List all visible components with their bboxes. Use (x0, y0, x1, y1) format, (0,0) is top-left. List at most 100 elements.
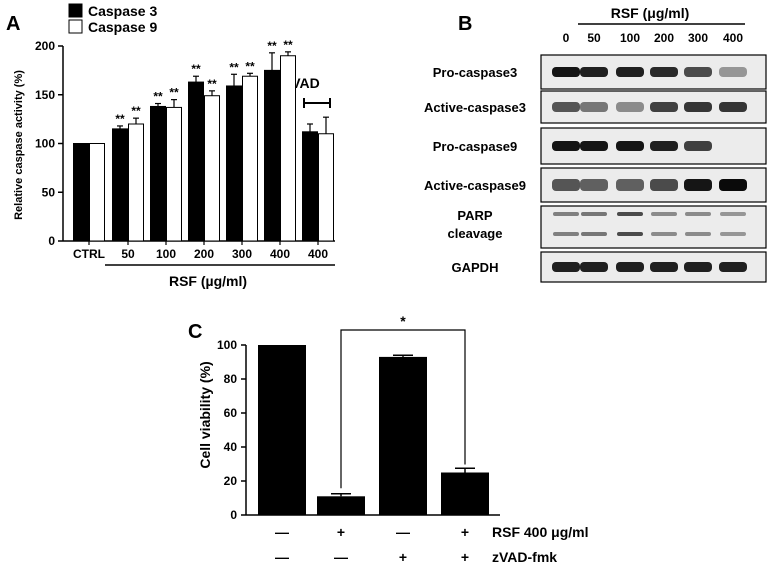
blot-band (616, 102, 644, 112)
blot-band (651, 232, 677, 236)
y-tick-label: 150 (35, 88, 55, 102)
panel-c-letter: C (188, 321, 202, 343)
bar (317, 496, 365, 515)
blot-band (719, 262, 747, 272)
y-tick-label: 0 (48, 234, 55, 248)
significance-mark: ** (153, 90, 163, 104)
bar (89, 143, 105, 242)
blot-lane-label: 0 (563, 31, 570, 45)
chart-a-ylabel: Relative caspase activity (%) (13, 70, 25, 220)
x-tick-label: 300 (232, 247, 252, 261)
blot-band (552, 262, 580, 272)
blot-band (719, 179, 747, 191)
y-tick-label: 60 (224, 406, 238, 420)
blot-lane-label: 300 (688, 31, 708, 45)
blot-band (719, 67, 747, 77)
significance-mark: * (400, 313, 406, 329)
y-tick-label: 100 (217, 338, 237, 352)
panel-b-letter: B (458, 13, 472, 35)
bar (379, 356, 427, 515)
y-tick-label: 50 (42, 185, 56, 199)
significance-mark: ** (191, 62, 201, 76)
y-tick-label: 200 (35, 39, 55, 53)
blot-row-label: PARP (457, 208, 492, 223)
blot-band (581, 212, 607, 216)
significance-mark: ** (207, 77, 217, 91)
y-tick-label: 20 (224, 474, 238, 488)
blot-row-label: Pro-caspase9 (433, 139, 518, 154)
blot-band (617, 212, 643, 216)
blot-band (552, 179, 580, 191)
bar (242, 75, 258, 242)
blot-row-label: GAPDH (452, 260, 499, 275)
bar (188, 81, 204, 242)
blot-band (685, 212, 711, 216)
bar (302, 131, 318, 242)
blot-lane-label: 50 (587, 31, 601, 45)
y-tick-label: 100 (35, 137, 55, 151)
blot-band (720, 232, 746, 236)
blot-band (580, 262, 608, 272)
significance-mark: ** (131, 104, 141, 118)
bar (128, 123, 144, 242)
blot-band (553, 232, 579, 236)
x-tick-label: 400 (308, 247, 328, 261)
y-tick-label: 40 (224, 440, 238, 454)
bar (280, 55, 296, 242)
condition-sign: + (461, 549, 469, 565)
bar (441, 472, 489, 515)
bar (204, 95, 220, 242)
chart-c-ylabel: Cell viability (%) (197, 361, 213, 468)
condition-label: zVAD-fmk (492, 549, 557, 565)
blot-band (684, 179, 712, 191)
blot-band (651, 212, 677, 216)
legend-label: Caspase 3 (88, 3, 157, 19)
bar (73, 143, 89, 242)
blot-band (685, 232, 711, 236)
significance-mark: ** (115, 112, 125, 126)
blot-row-label: Active-caspase9 (424, 178, 526, 193)
blot-band (650, 179, 678, 191)
blot-band (617, 232, 643, 236)
x-tick-label: 200 (194, 247, 214, 261)
blot-band (650, 102, 678, 112)
significance-mark: ** (245, 59, 255, 73)
blot-lane-label: 200 (654, 31, 674, 45)
significance-mark: ** (267, 39, 277, 53)
y-tick-label: 80 (224, 372, 238, 386)
bar (258, 345, 306, 515)
blot-band (552, 102, 580, 112)
blot-band (552, 141, 580, 151)
legend-swatch (68, 3, 83, 18)
blot-band (552, 67, 580, 77)
blot-band (650, 262, 678, 272)
blot-row-label: cleavage (448, 226, 503, 241)
blot-band (719, 102, 747, 112)
x-tick-label: CTRL (73, 247, 105, 261)
blot-band (616, 262, 644, 272)
bar (112, 128, 128, 242)
bar (150, 105, 166, 242)
blot-lane-label: 100 (620, 31, 640, 45)
cell-viability-chart: Cell viability (%) 0 20 40 60 80 100 * — + — + RSF … (197, 313, 588, 565)
condition-sign: + (399, 549, 407, 565)
significance-mark: ** (169, 86, 179, 100)
blot-band (684, 67, 712, 77)
y-tick-label: 0 (230, 508, 237, 522)
bar (226, 85, 242, 242)
blot-band (684, 262, 712, 272)
blot-title: RSF (μg/ml) (611, 5, 690, 21)
western-blot-panel: RSF (μg/ml) 0 50 100 200 300 400 Pro-caspase3 A… (424, 5, 767, 283)
blot-band (720, 212, 746, 216)
blot-band (616, 141, 644, 151)
x-tick-label: 400 (270, 247, 290, 261)
significance-bracket (340, 329, 466, 489)
legend-swatch (68, 19, 83, 34)
blot-band (616, 67, 644, 77)
blot-band (580, 67, 608, 77)
blot-band (580, 102, 608, 112)
blot-lane-label: 400 (723, 31, 743, 45)
blot-band (684, 102, 712, 112)
blot-band (553, 212, 579, 216)
